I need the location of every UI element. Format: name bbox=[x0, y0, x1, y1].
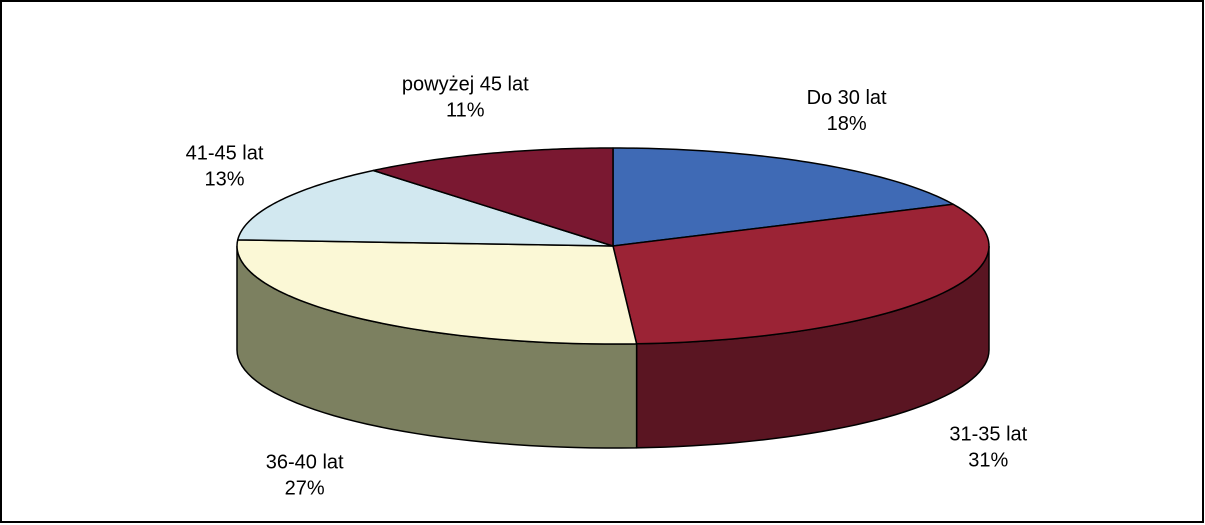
pie-slice-41-45-lat bbox=[236, 169, 614, 247]
pie-label-do-30-lat: Do 30 lat 18% bbox=[807, 87, 887, 135]
slice-category-label: 41-45 lat bbox=[186, 143, 264, 165]
pie-label-36-40-lat: 36-40 lat 27% bbox=[266, 451, 344, 499]
pie-slice-do-30-lat bbox=[612, 147, 954, 247]
pie-slice-31-35-lat bbox=[612, 203, 990, 345]
pie-slice-36-40-lat bbox=[236, 239, 638, 345]
pie-label-41-45-lat: 41-45 lat 13% bbox=[186, 143, 264, 191]
pie-label-powy-ej-45-lat: powyżej 45 lat 11% bbox=[402, 73, 529, 121]
slice-category-label: 36-40 lat bbox=[266, 451, 344, 473]
pie-labels: Do 30 lat 18% 31-35 lat 31% 36-40 lat 27% 41-4… bbox=[186, 73, 1028, 499]
slice-percent-label: 31% bbox=[968, 449, 1008, 471]
slice-category-label: Do 30 lat bbox=[807, 87, 887, 109]
slice-percent-label: 27% bbox=[285, 477, 325, 499]
slice-category-label: 31-35 lat bbox=[949, 423, 1027, 445]
slice-category-label: powyżej 45 lat bbox=[402, 73, 529, 95]
slice-percent-label: 13% bbox=[204, 169, 244, 191]
pie-slice-powy-ej-45-lat bbox=[372, 147, 614, 247]
slice-percent-label: 18% bbox=[827, 113, 867, 135]
pie-slices bbox=[236, 147, 990, 345]
pie-label-31-35-lat: 31-35 lat 31% bbox=[949, 423, 1027, 471]
slice-percent-label: 11% bbox=[446, 99, 485, 121]
